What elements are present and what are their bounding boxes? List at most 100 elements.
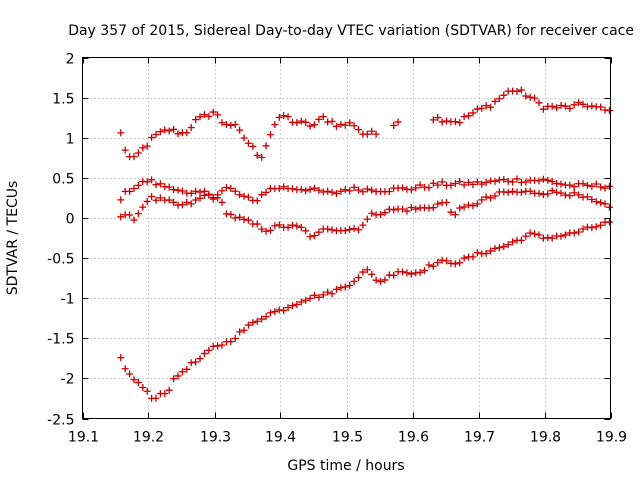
data-point	[460, 254, 468, 262]
x-axis-title: GPS time / hours	[287, 458, 404, 474]
data-point	[117, 129, 125, 137]
data-point	[187, 200, 195, 208]
data-point	[271, 121, 279, 129]
data-point	[143, 197, 151, 205]
data-point	[535, 99, 543, 107]
data-point	[500, 243, 508, 251]
data-point	[425, 261, 433, 269]
data-point	[205, 346, 213, 354]
data-point	[601, 184, 609, 192]
data-point	[271, 222, 279, 230]
data-point	[346, 187, 354, 195]
data-point	[302, 296, 310, 304]
data-point	[328, 226, 336, 234]
x-tick-label: 19.9	[596, 430, 627, 446]
data-point	[139, 203, 147, 211]
data-point	[240, 215, 248, 223]
data-point	[187, 359, 195, 367]
plot-area-frame	[82, 57, 611, 419]
data-point	[363, 185, 371, 193]
data-point	[429, 116, 437, 124]
data-point	[487, 247, 495, 255]
data-point	[478, 104, 486, 112]
data-point	[218, 198, 226, 206]
data-point	[588, 196, 596, 204]
data-point	[381, 276, 389, 284]
data-point	[491, 97, 499, 105]
data-point	[310, 291, 318, 299]
data-point	[575, 228, 583, 236]
data-point	[200, 350, 208, 358]
data-point	[236, 126, 244, 134]
data-point	[399, 184, 407, 192]
data-point	[310, 121, 318, 129]
data-point	[566, 192, 574, 200]
data-point	[178, 368, 186, 376]
data-point	[205, 190, 213, 198]
data-point	[390, 121, 398, 129]
data-point	[407, 186, 415, 194]
x-tick-label: 19.5	[332, 430, 363, 446]
data-point	[473, 249, 481, 257]
series-lower	[117, 218, 613, 402]
data-point	[310, 184, 318, 192]
data-point	[174, 130, 182, 138]
data-point	[196, 113, 204, 121]
data-point	[244, 216, 252, 224]
data-point	[231, 120, 239, 128]
y-tick-label: -2.5	[47, 413, 74, 429]
data-point	[566, 104, 574, 112]
data-point	[513, 87, 521, 95]
data-point	[354, 274, 362, 282]
y-tick-label: -2	[61, 372, 75, 388]
data-markers	[117, 86, 613, 402]
data-point	[363, 266, 371, 274]
data-point	[482, 193, 490, 201]
y-tick-label: 1.5	[52, 92, 74, 108]
data-point	[341, 121, 349, 129]
data-point	[531, 230, 539, 238]
data-point	[416, 268, 424, 276]
data-point	[275, 113, 283, 121]
grid	[82, 57, 611, 419]
data-point	[130, 153, 138, 161]
data-point	[451, 211, 459, 219]
data-point	[284, 304, 292, 312]
data-point	[500, 175, 508, 183]
data-point	[434, 200, 442, 208]
data-point	[517, 188, 525, 196]
data-point	[341, 283, 349, 291]
data-point	[597, 103, 605, 111]
data-point	[130, 376, 138, 384]
data-point	[258, 153, 266, 161]
data-point	[517, 86, 525, 94]
data-point	[315, 115, 323, 123]
data-point	[583, 181, 591, 189]
data-point	[539, 175, 547, 183]
data-point	[253, 220, 261, 228]
data-point	[240, 134, 248, 142]
data-point	[280, 112, 288, 120]
data-point	[570, 189, 578, 197]
data-point	[302, 227, 310, 235]
data-point	[288, 221, 296, 229]
data-point	[478, 180, 486, 188]
series-mid-low	[117, 187, 613, 241]
data-point	[117, 213, 125, 221]
data-point	[328, 117, 336, 125]
data-point	[253, 197, 261, 205]
data-point	[346, 226, 354, 233]
data-point	[465, 201, 473, 209]
data-point	[165, 386, 173, 394]
data-point	[284, 113, 292, 121]
y-tick-label: 0	[66, 212, 75, 228]
y-tick-label: -0.5	[47, 252, 74, 268]
data-point	[214, 111, 222, 119]
data-point	[275, 185, 283, 193]
data-point	[297, 298, 305, 306]
data-point	[522, 232, 530, 240]
data-point	[557, 180, 565, 188]
data-point	[372, 130, 380, 138]
data-point	[143, 178, 151, 186]
